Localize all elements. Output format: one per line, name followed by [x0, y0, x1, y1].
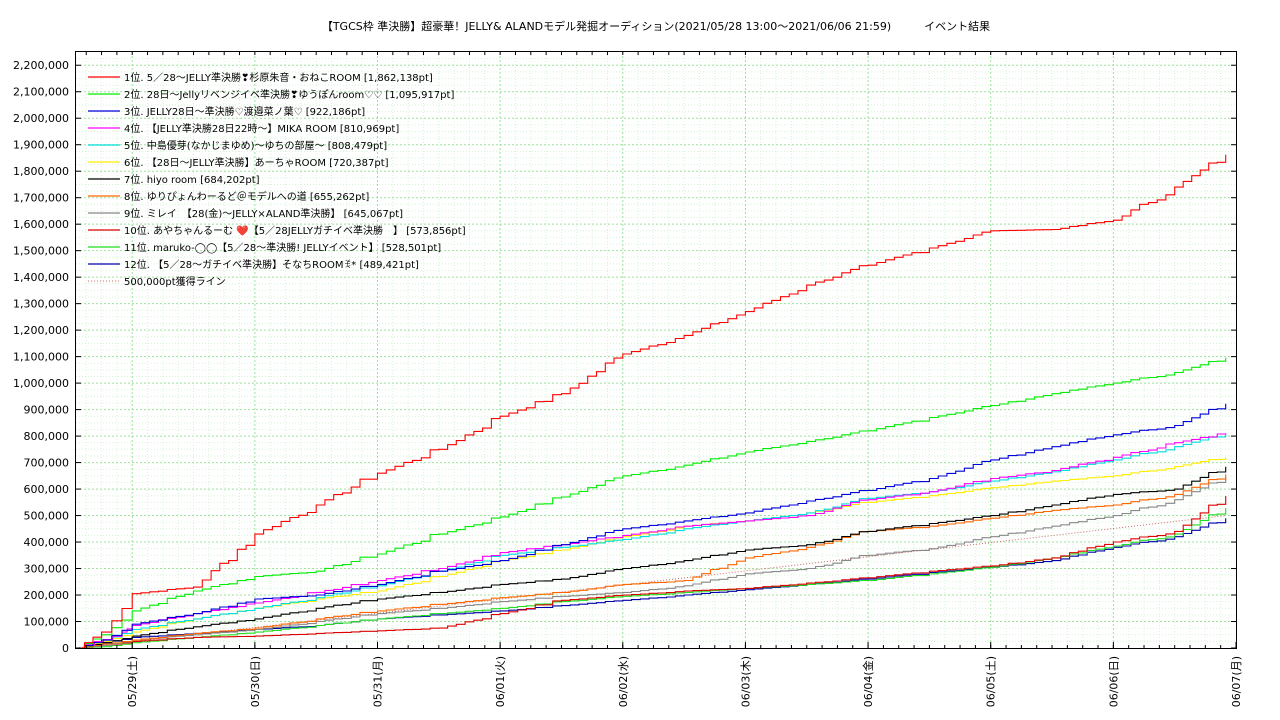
- y-tick-label: 700,000: [24, 457, 70, 470]
- y-tick-label: 600,000: [24, 483, 70, 496]
- y-tick-label: 1,100,000: [13, 351, 69, 364]
- y-tick-label: 1,800,000: [13, 165, 69, 178]
- y-tick-label: 2,200,000: [13, 59, 69, 72]
- plot-frame: [75, 51, 1237, 649]
- series-line-4: [76, 433, 1227, 649]
- x-tick-label: 06/05(土): [985, 656, 998, 707]
- y-axis: 0 100,000 200,000 300,000 400,000 500,000 600,…: [13, 59, 1236, 655]
- y-tick-label: 1,600,000: [13, 218, 69, 231]
- legend-label: 9位. ミレイ 【28(金)～JELLY×ALAND準決勝】 [645,067p…: [124, 207, 403, 220]
- legend-label: 3位. JELLY28日～準決勝♡渡邉菜ノ葉♡ [922,186pt]: [124, 105, 365, 118]
- series-layer: [76, 154, 1227, 649]
- y-tick-label: 200,000: [24, 589, 70, 602]
- y-tick-label: 300,000: [24, 563, 70, 576]
- y-tick-label: 100,000: [24, 616, 70, 629]
- x-tick-label: 05/31(月): [371, 656, 384, 707]
- y-tick-label: 1,000,000: [13, 377, 69, 390]
- series-line-9: [76, 477, 1227, 649]
- legend-label: 1位. 5／28～JELLY準決勝❣杉原朱音・おねこROOM [1,862,13…: [124, 71, 433, 84]
- legend-label: 6位. 【28日～JELLY準決勝】あーちゃROOM [720,387pt]: [124, 156, 389, 169]
- y-tick-label: 2,000,000: [13, 112, 69, 125]
- series-line-8: [76, 474, 1227, 649]
- legend-label: 11位. maruko-◯◯【5／28～準決勝! JELLYイベント】 [528…: [124, 241, 441, 254]
- x-tick-label: 06/01(火): [494, 656, 507, 707]
- y-tick-label: 2,100,000: [13, 86, 69, 99]
- legend: 1位. 5／28～JELLY準決勝❣杉原朱音・おねこROOM [1,862,13…: [88, 71, 466, 288]
- legend-label: 2位. 28日～Jellyリベンジイベ準決勝❣ゆうぽんroom♡♡ [1,095…: [124, 88, 454, 101]
- y-tick-label: 800,000: [24, 430, 70, 443]
- legend-label: 4位. 【JELLY準決勝28日22時～】MIKA ROOM [810,969p…: [124, 122, 399, 135]
- y-tick-label: 1,400,000: [13, 271, 69, 284]
- y-tick-label: 1,700,000: [13, 192, 69, 205]
- x-tick-label: 06/04(金): [861, 656, 875, 707]
- legend-label: 5位. 中島優芽(なかじまゆめ)～ゆちの部屋～ [808,479pt]: [124, 139, 387, 152]
- y-tick-label: 1,300,000: [13, 298, 69, 311]
- x-tick-label: 05/30(日): [249, 656, 262, 707]
- y-tick-label: 900,000: [24, 404, 70, 417]
- x-tick-label: 05/29(土): [126, 656, 139, 707]
- series-line-2: [76, 357, 1227, 649]
- reference-line-layer: [75, 515, 1226, 649]
- series-line-5: [76, 433, 1227, 649]
- y-tick-label: 1,500,000: [13, 245, 69, 258]
- series-line-7: [76, 466, 1227, 649]
- y-tick-label: 500,000: [24, 510, 70, 523]
- legend-label: 7位. hiyo room [684,202pt]: [124, 173, 260, 186]
- y-tick-label: 1,200,000: [13, 324, 69, 337]
- y-tick-label: 1,900,000: [13, 139, 69, 152]
- x-tick-label: 06/02(水): [617, 656, 630, 707]
- legend-label: 12位. 【5／28～ガチイベ準決勝】そなちROOMꉂ* [489,421pt]: [124, 258, 419, 271]
- y-tick-label: 400,000: [24, 536, 70, 549]
- y-tick-label: 0: [62, 642, 69, 655]
- x-tick-label: 06/03(木): [739, 656, 752, 707]
- x-axis: 05/29(土) 05/30(日) 05/31(月) 06/01(火) 06/02(水)…: [85, 52, 1243, 707]
- series-line-10: [76, 496, 1227, 649]
- series-line-3: [76, 403, 1227, 649]
- chart-title: 【TGCS枠 準決勝】超豪華！JELLY& ALANDモデル発掘オーディション(…: [322, 19, 990, 33]
- reference-line: [75, 515, 1226, 649]
- series-line-1: [76, 154, 1227, 649]
- legend-label: 10位. あやちゃんるーむ ❤️【5／28JELLYガチイベ準決勝 】 [573…: [124, 224, 466, 237]
- x-tick-label: 06/07(月): [1230, 656, 1243, 707]
- x-tick-label: 06/06(日): [1107, 656, 1120, 707]
- legend-label: 500,000pt獲得ライン: [124, 275, 226, 288]
- legend-label: 8位. ゆりぴょんわーるど＠モデルへの道 [655,262pt]: [124, 190, 369, 203]
